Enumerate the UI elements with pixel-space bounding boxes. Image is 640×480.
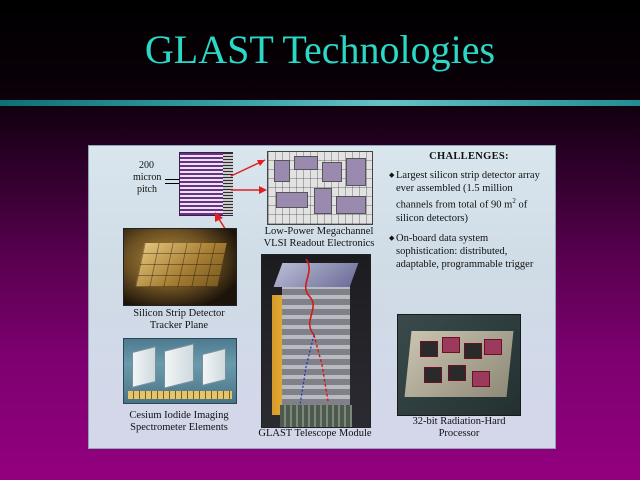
pitch-indicator-line (165, 183, 179, 184)
tracker-plate (135, 243, 227, 287)
tracker-caption: Silicon Strip Detector Tracker Plane (115, 308, 243, 331)
pitch-label-line-2: micron (133, 172, 162, 183)
pitch-label: 200 micron pitch (133, 160, 161, 196)
vlsi-caption: Low-Power Megachannel VLSI Readout Elect… (255, 226, 383, 249)
cpu-caption-line-1: 32-bit Radiation-Hard (412, 416, 506, 427)
challenges-heading: CHALLENGES: (429, 151, 509, 162)
csi-caption-line-2: Spectrometer Elements (130, 421, 228, 433)
pitch-label-line-3: pitch (137, 184, 157, 195)
challenge-item: ◆ On-board data system sophistication: d… (389, 232, 549, 271)
technologies-figure: 200 micron pitch Low-Power Megachannel V… (88, 145, 556, 449)
tracker-caption-line-1: Silicon Strip Detector (133, 308, 225, 319)
title-divider (0, 100, 640, 106)
pitch-indicator-line (165, 179, 179, 180)
slide-title: GLAST Technologies (144, 27, 496, 72)
csi-caption-line-1: Cesium Iodide Imaging (129, 410, 229, 421)
tracker-plane-photo (123, 228, 237, 306)
challenge-item: ◆ Largest silicon strip detector array e… (389, 169, 549, 225)
arrow-connector (215, 159, 267, 239)
ruler (128, 391, 232, 399)
diamond-bullet-icon: ◆ (389, 171, 395, 179)
challenge-item-text-end: of silicon detectors) (396, 199, 528, 224)
pitch-label-line-1: 200 (139, 160, 154, 171)
tracker-caption-line-2: Tracker Plane (149, 319, 209, 331)
crystal-bars-photo (123, 338, 237, 404)
strip-detector-image (179, 152, 233, 216)
telescope-module-cutaway (261, 254, 371, 428)
telescope-caption-line-1: GLAST Telescope Module (258, 428, 372, 439)
vlsi-caption-line-2: VLSI Readout Electronics (263, 237, 375, 249)
challenges-box: CHALLENGES: ◆ Largest silicon strip dete… (389, 150, 549, 278)
cpu-caption-line-2: Processor (438, 427, 480, 439)
csi-caption: Cesium Iodide Imaging Spectrometer Eleme… (115, 410, 243, 433)
challenge-item-text: On-board data system sophistication: dis… (396, 232, 534, 270)
vlsi-caption-line-1: Low-Power Megachannel (264, 226, 374, 237)
circuit-layout-image (267, 151, 373, 225)
challenge-item-text: Largest silicon strip detector array eve… (396, 170, 540, 211)
particle-track (299, 258, 329, 406)
telescope-caption: GLAST Telescope Module (251, 428, 379, 440)
cpu-caption: 32-bit Radiation-Hard Processor (395, 416, 523, 439)
diamond-bullet-icon: ◆ (389, 233, 395, 242)
processor-board-photo (397, 314, 521, 416)
superscript: 2 (512, 197, 516, 205)
